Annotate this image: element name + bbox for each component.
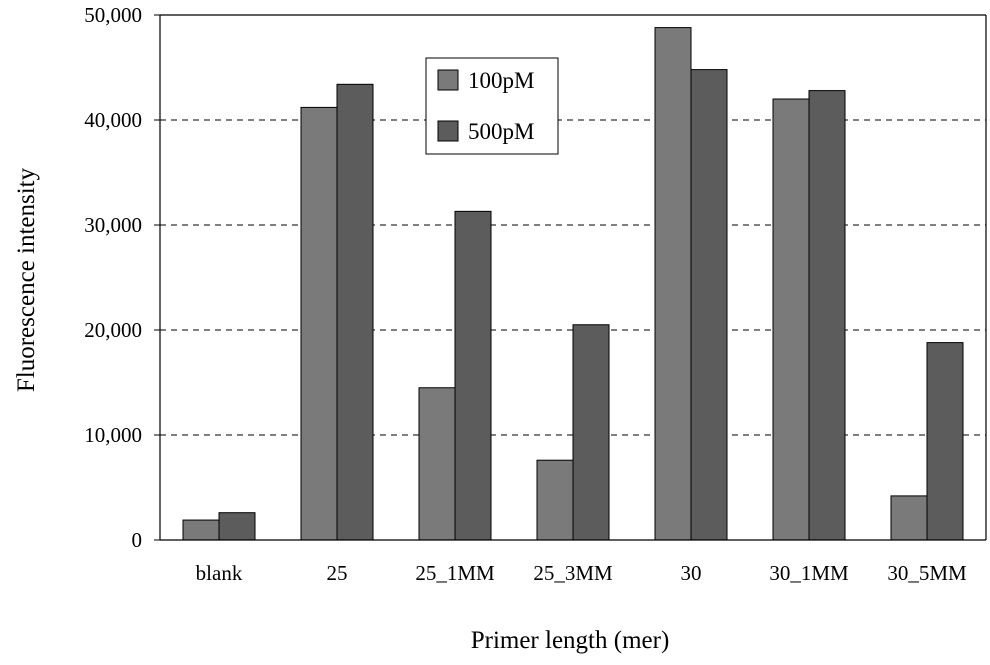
bar-25_1MM-100pM: [418, 387, 456, 541]
y-tick-label-1: 10,000: [84, 423, 142, 447]
legend-swatch-100pm: [437, 69, 459, 91]
x-tick-label-5: 30_1MM: [769, 561, 849, 585]
legend-label-500pm: 500pM: [468, 119, 534, 144]
bar-25_3MM-500pM: [572, 324, 610, 541]
y-tick-label-3: 30,000: [84, 213, 142, 237]
x-tick-labels: blank 25 25_1MM 25_3MM 30 30_1MM 30_5MM: [196, 561, 967, 585]
x-tick-label-3: 25_3MM: [533, 561, 613, 585]
legend-label-100pm: 100pM: [468, 68, 534, 93]
bar-30_1MM-100pM: [772, 98, 810, 541]
x-tick-label-2: 25_1MM: [415, 561, 495, 585]
y-tick-label-4: 40,000: [84, 108, 142, 132]
bar-25_1MM-500pM: [454, 210, 492, 541]
legend: 100pM 500pM: [425, 57, 559, 155]
legend-swatch-500pm: [437, 120, 459, 142]
bar-30_5MM-100pM: [890, 495, 928, 541]
bar-30_5MM-500pM: [926, 342, 964, 541]
y-tick-label-2: 20,000: [84, 318, 142, 342]
y-tick-label-0: 0: [132, 528, 143, 552]
x-tick-label-6: 30_5MM: [887, 561, 967, 585]
bar-25-500pM: [336, 83, 374, 541]
x-axis-title: Primer length (mer): [471, 627, 670, 654]
bar-30_1MM-500pM: [808, 90, 846, 541]
y-tick-label-5: 50,000: [84, 3, 142, 27]
axes: [159, 14, 987, 541]
bar-30-500pM: [690, 69, 728, 541]
bar-25-100pM: [300, 106, 338, 541]
x-tick-label-4: 30: [681, 561, 702, 585]
x-tick-label-1: 25: [327, 561, 348, 585]
bar-blank-100pM: [182, 519, 220, 541]
y-tick-labels: 0 10,000 20,000 30,000 40,000 50,000: [84, 3, 160, 552]
bar-25_3MM-100pM: [536, 459, 574, 541]
y-axis-title: Fluorescence intensity: [13, 167, 40, 392]
bar-30-100pM: [654, 27, 692, 541]
x-tick-label-0: blank: [196, 561, 243, 585]
bar-blank-500pM: [218, 512, 256, 541]
bars: [182, 27, 964, 541]
